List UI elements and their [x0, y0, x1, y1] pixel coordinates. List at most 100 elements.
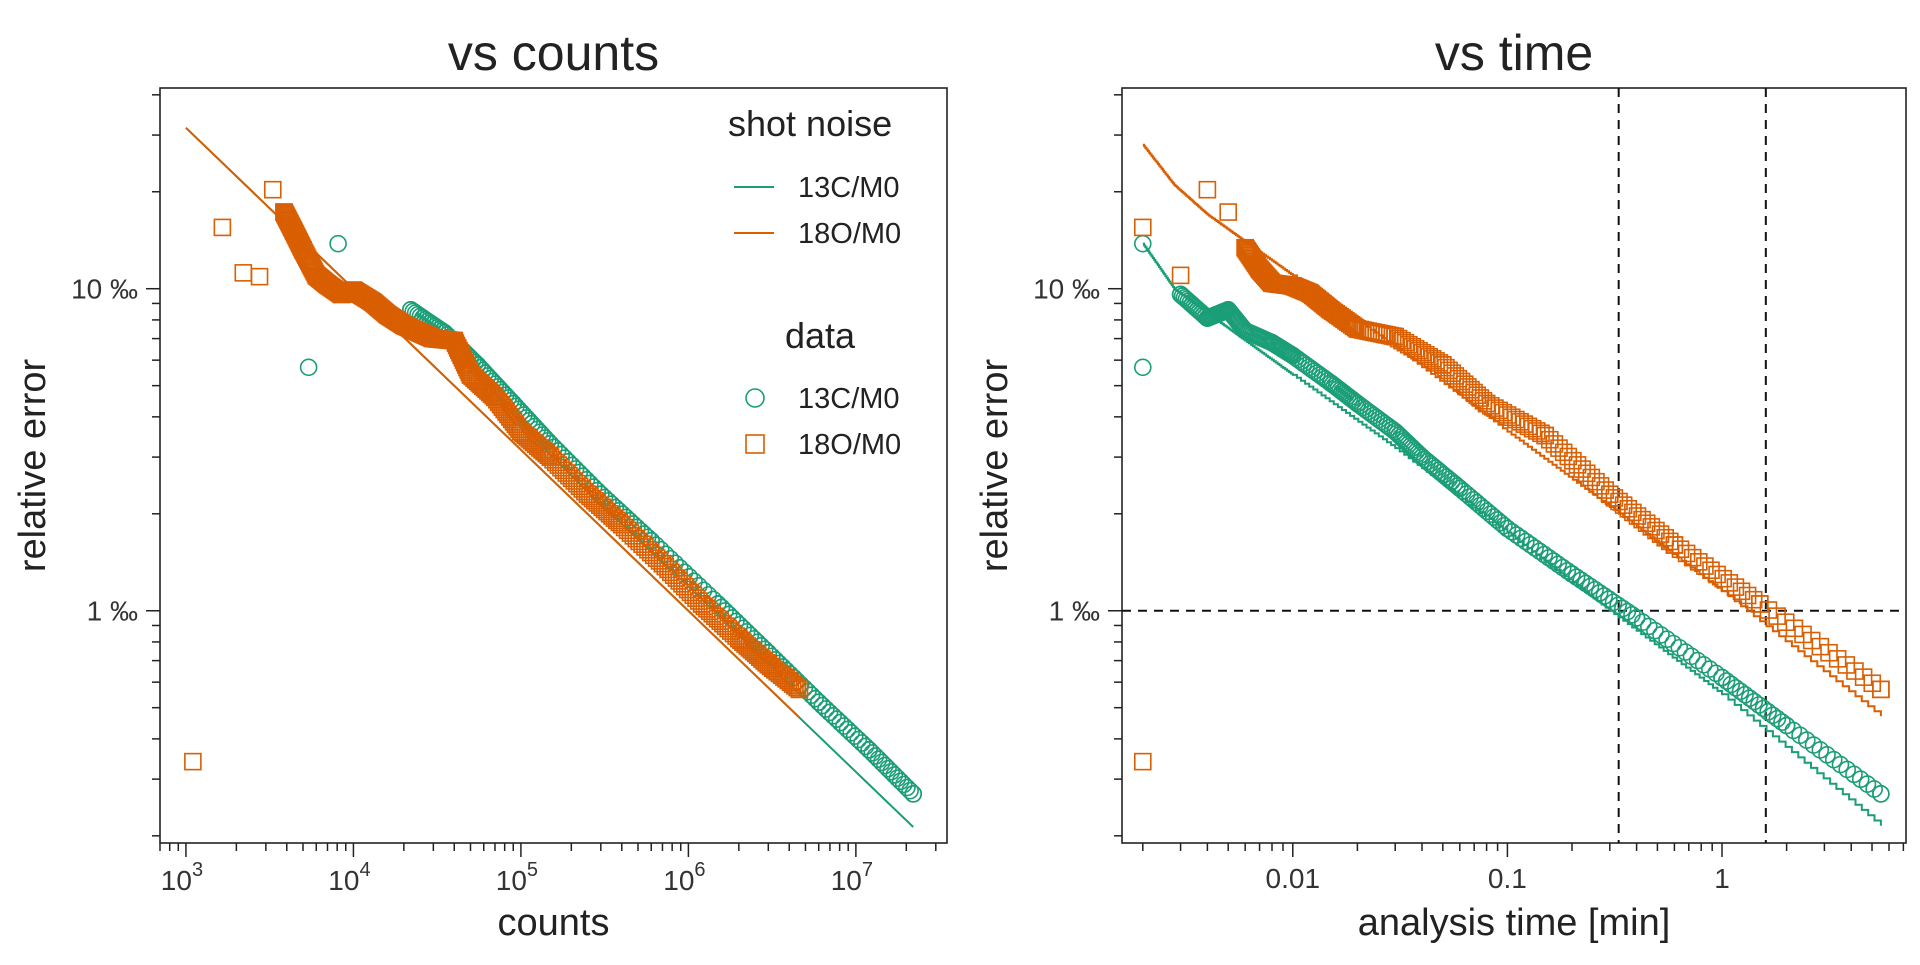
data-point-band [1773, 713, 1791, 731]
data-point-band [1604, 593, 1623, 612]
data-point-band [1577, 574, 1595, 593]
legend-swatch-18o-square [745, 434, 765, 454]
data-point-band [1618, 602, 1637, 621]
data-point-band [666, 554, 684, 573]
x-tick-label-exponent: 6 [694, 859, 705, 881]
y-axis-label: relative error [974, 359, 1016, 573]
data-point-band [904, 785, 923, 803]
data-point-band [1488, 511, 1507, 529]
data-point-band [1423, 350, 1442, 368]
data-point [329, 234, 347, 253]
data-point-band [479, 382, 497, 400]
legend-title-data: data [785, 315, 856, 356]
data-point-band [1609, 596, 1627, 615]
data-point-band [1549, 555, 1567, 574]
data-point-band [775, 668, 793, 686]
data-point-band [885, 766, 904, 784]
data-point-band [1427, 352, 1445, 370]
data-point [213, 218, 232, 237]
data-point-band [772, 666, 791, 685]
data-point [263, 180, 282, 199]
data-point-band [1872, 785, 1890, 803]
data-point-band [1457, 485, 1476, 503]
plot-area [184, 127, 923, 828]
data-point-band [1745, 692, 1764, 711]
data-point-band [1731, 682, 1750, 701]
data-point-band [1454, 482, 1472, 500]
data-point-band [1713, 668, 1731, 687]
data-point-band [783, 675, 802, 693]
data-point-band [1600, 590, 1618, 608]
data-point-band [1652, 626, 1670, 644]
data-point-band [1717, 672, 1736, 690]
data-point-band [786, 677, 804, 695]
data-point-band [1344, 317, 1363, 336]
legend-label-18o-line: 18O/M0 [798, 218, 901, 250]
data-point-band [1682, 647, 1701, 666]
data-point-band [1736, 685, 1754, 704]
data-point-band [1553, 558, 1572, 577]
data-point-band [1754, 699, 1773, 718]
plot-frame [159, 87, 948, 844]
data-point-band [1558, 561, 1577, 580]
data-point-band [1727, 679, 1745, 697]
data-point-band [882, 763, 900, 781]
data-point [234, 264, 253, 282]
data-point-band [888, 769, 907, 787]
x-tick-label: 106 [663, 859, 705, 896]
data-point-band [860, 740, 878, 759]
data-point-band [1750, 696, 1768, 714]
data-point-band [876, 756, 894, 775]
data-point-band [1759, 703, 1777, 721]
data-point-band [898, 778, 916, 797]
x-tick-label-base: 10 [831, 865, 862, 896]
x-tick-label-exponent: 4 [359, 859, 370, 881]
x-tick-label: 105 [496, 859, 538, 896]
data-point-band [1646, 621, 1664, 640]
x-tick-label-base: 10 [496, 865, 527, 896]
data-point-band [1344, 391, 1363, 410]
legend-label-18o-data: 18O/M0 [798, 429, 901, 461]
x-axis-label: analysis time [min] [1358, 902, 1671, 944]
data-point-band [1664, 634, 1683, 653]
data-point-band [1722, 675, 1741, 694]
data-point-band [1485, 508, 1503, 526]
data-point-band [763, 659, 782, 677]
data-point-band [1535, 545, 1554, 564]
data-point-band [894, 775, 913, 794]
data-point-band [1670, 638, 1689, 657]
data-point-band [1474, 499, 1493, 518]
data-point-band [1627, 609, 1646, 627]
data-point-band [1744, 590, 1763, 609]
data-point-band [768, 662, 786, 681]
y-tick-label: 1 ‰ [87, 596, 138, 627]
data-point-band [1498, 519, 1517, 538]
data-point [184, 752, 202, 771]
y-axis-label: relative error [12, 359, 54, 573]
data-point-band [1740, 689, 1759, 707]
data-point-band [1512, 529, 1531, 548]
data-point-band [1530, 542, 1549, 561]
data-point-band [863, 744, 882, 762]
data-point-band [781, 673, 800, 692]
data-point-band [872, 753, 891, 772]
data-point-band [537, 444, 555, 463]
x-tick-label-exponent: 5 [527, 859, 538, 881]
data-point-band [901, 781, 919, 800]
x-tick-label: 0.01 [1266, 863, 1321, 894]
x-tick-label-base: 10 [328, 865, 359, 896]
data-point-band [1563, 565, 1581, 583]
chart-title: vs counts [448, 25, 659, 81]
data-point-band [1478, 502, 1496, 521]
data-point-band [1517, 532, 1535, 551]
data-point-band [790, 680, 809, 699]
data-point-band [777, 669, 795, 688]
panel-2: vs time analysis time [min] relative error… [974, 25, 1907, 944]
data-point-band [1544, 552, 1563, 570]
data-point-band [761, 657, 780, 676]
data-point-band [1633, 613, 1652, 631]
data-point-band [1461, 488, 1479, 506]
data-point-band [1467, 493, 1486, 512]
